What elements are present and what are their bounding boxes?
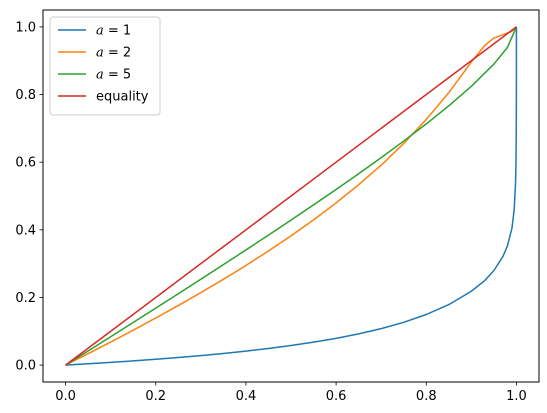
x-tick-label: 1.0 (506, 389, 527, 404)
legend-label-0: a = 1 (96, 24, 131, 39)
y-tick-label: 0.8 (15, 88, 36, 103)
y-tick-label: 0.0 (15, 359, 36, 374)
x-tick-label: 0.8 (416, 389, 437, 404)
curves-layer (65, 26, 518, 366)
series-line-0 (65, 26, 518, 366)
series-line-2 (65, 26, 518, 366)
x-tick-label: 0.2 (145, 389, 166, 404)
x-axis: 0.0 0.2 0.4 0.6 0.8 1.0 (55, 382, 527, 404)
x-tick-label: 0.6 (326, 389, 347, 404)
y-tick-label: 0.4 (15, 223, 36, 238)
x-tick-label: 0.0 (55, 389, 76, 404)
legend-box (49, 16, 161, 116)
series-line-1 (65, 26, 517, 366)
legend: a = 1 a = 2 a = 5 equality (49, 16, 161, 116)
legend-label-2: a = 5 (96, 68, 131, 83)
plot-frame (42, 9, 540, 383)
x-tick-label: 0.4 (236, 389, 257, 404)
series-line-3 (65, 26, 517, 366)
y-tick-label: 0.2 (15, 291, 36, 306)
legend-label-3: equality (96, 90, 149, 105)
legend-label-1: a = 2 (96, 46, 131, 61)
y-axis: 0.0 0.2 0.4 0.6 0.8 1.0 (15, 20, 43, 374)
y-tick-label: 1.0 (15, 20, 36, 35)
y-tick-label: 0.6 (15, 156, 36, 171)
